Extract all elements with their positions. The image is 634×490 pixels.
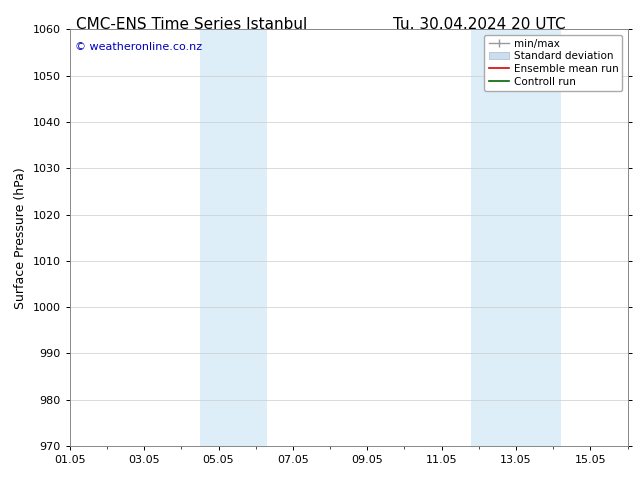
Y-axis label: Surface Pressure (hPa): Surface Pressure (hPa) — [14, 167, 27, 309]
Bar — [472, 29, 560, 446]
Text: CMC-ENS Time Series Istanbul: CMC-ENS Time Series Istanbul — [76, 17, 307, 32]
Bar — [200, 29, 267, 446]
Text: Tu. 30.04.2024 20 UTC: Tu. 30.04.2024 20 UTC — [393, 17, 566, 32]
Legend: min/max, Standard deviation, Ensemble mean run, Controll run: min/max, Standard deviation, Ensemble me… — [484, 35, 623, 91]
Text: © weatheronline.co.nz: © weatheronline.co.nz — [75, 42, 202, 52]
